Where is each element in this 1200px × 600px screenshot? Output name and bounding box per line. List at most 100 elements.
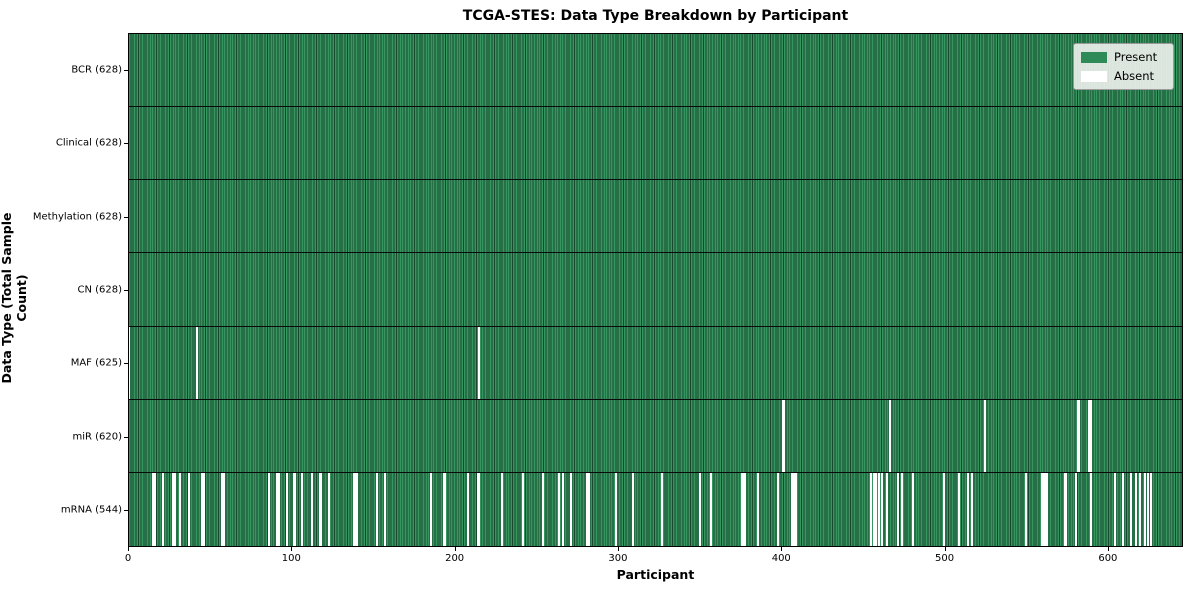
absent-stripe <box>429 472 432 546</box>
absent-stripe <box>268 472 271 546</box>
absent-stripe <box>781 399 784 472</box>
absent-stripe <box>501 472 504 546</box>
absent-stripe <box>912 472 915 546</box>
y-tick-label: mRNA (544) <box>60 504 122 516</box>
absent-stripe <box>1076 399 1079 472</box>
absent-stripe <box>1065 472 1068 546</box>
present-swatch-icon <box>1081 51 1107 63</box>
heatmap-row-mrna <box>129 472 1182 546</box>
absent-swatch-icon <box>1081 70 1107 82</box>
absent-stripe <box>558 472 561 546</box>
y-tick-label: BCR (628) <box>71 64 122 76</box>
absent-stripe <box>129 326 130 399</box>
absent-stripe <box>943 472 945 546</box>
absent-stripe <box>1040 472 1043 546</box>
absent-stripe <box>983 399 986 472</box>
absent-stripe <box>478 326 481 399</box>
absent-stripe <box>783 399 786 472</box>
absent-stripe <box>478 472 481 546</box>
absent-stripe <box>869 472 872 546</box>
absent-stripe <box>970 472 973 546</box>
absent-stripe <box>202 472 205 546</box>
absent-stripe <box>1045 472 1048 546</box>
absent-stripe <box>277 472 280 546</box>
absent-stripe <box>1063 472 1066 546</box>
absent-stripe <box>793 472 796 546</box>
heatmap-row-methylation <box>129 180 1182 254</box>
chart-title: TCGA-STES: Data Type Breakdown by Partic… <box>462 8 849 24</box>
y-tick-label: miR (620) <box>72 431 122 443</box>
legend-label-present: Present <box>1114 50 1158 64</box>
absent-stripe <box>1146 472 1149 546</box>
absent-stripe <box>222 472 225 546</box>
heatmap-row-clinical <box>129 107 1182 181</box>
absent-stripe <box>1135 472 1138 546</box>
absent-stripe <box>196 326 199 399</box>
legend-entry-absent: Absent <box>1081 69 1165 83</box>
x-tick-label: 300 <box>608 553 628 564</box>
absent-stripe <box>294 472 297 546</box>
absent-stripe <box>709 472 712 546</box>
x-tick-mark <box>128 547 129 551</box>
absent-stripe <box>744 472 747 546</box>
absent-stripe <box>967 472 970 546</box>
absent-stripe <box>276 472 279 546</box>
absent-stripe <box>467 472 470 546</box>
legend: Present Absent <box>1073 43 1174 90</box>
absent-stripe <box>742 472 745 546</box>
x-tick-label: 500 <box>935 553 955 564</box>
heatmap-row-bcr <box>129 34 1182 108</box>
y-tick-label: MAF (625) <box>70 357 122 369</box>
absent-stripe <box>375 472 378 546</box>
absent-stripe <box>178 472 181 546</box>
absent-stripe <box>173 472 176 546</box>
absent-stripe <box>542 472 545 546</box>
absent-stripe <box>791 472 794 546</box>
absent-stripe <box>1024 472 1027 546</box>
absent-stripe <box>383 472 386 546</box>
absent-stripe <box>354 472 357 546</box>
absent-stripe <box>188 472 191 546</box>
absent-stripe <box>776 472 779 546</box>
absent-stripe <box>318 472 321 546</box>
absent-stripe <box>889 399 892 472</box>
absent-stripe <box>897 472 900 546</box>
absent-stripe <box>872 472 875 546</box>
absent-stripe <box>1089 472 1092 546</box>
y-tick-mark <box>124 69 128 71</box>
absent-stripe <box>154 472 157 546</box>
absent-stripe <box>152 472 155 546</box>
y-tick-mark <box>124 436 128 438</box>
absent-stripe <box>1150 472 1153 546</box>
absent-stripe <box>1138 472 1141 546</box>
absent-stripe <box>1078 399 1081 472</box>
x-axis-label: Participant <box>616 567 695 582</box>
x-tick-label: 600 <box>1098 553 1118 564</box>
absent-stripe <box>877 472 880 546</box>
absent-stripe <box>757 472 760 546</box>
absent-stripe <box>586 472 589 546</box>
absent-stripe <box>162 472 165 546</box>
absent-stripe <box>172 472 174 546</box>
absent-stripe <box>881 472 884 546</box>
absent-stripe <box>1089 399 1092 472</box>
absent-stripe <box>328 472 331 546</box>
heatmap-row-mir <box>129 399 1182 473</box>
absent-stripe <box>587 472 590 546</box>
legend-label-absent: Absent <box>1114 69 1155 83</box>
absent-stripe <box>1088 399 1091 472</box>
absent-stripe <box>292 472 295 546</box>
absent-stripe <box>698 472 701 546</box>
y-tick-mark <box>124 290 128 291</box>
absent-stripe <box>286 472 289 546</box>
y-tick-mark <box>124 363 128 365</box>
absent-stripe <box>631 472 634 546</box>
y-tick-label: Methylation (628) <box>32 211 122 223</box>
x-tick-mark <box>1107 547 1109 551</box>
x-tick-mark <box>454 547 456 551</box>
x-tick-label: 400 <box>771 553 791 564</box>
heatmap-row-cn <box>129 253 1182 327</box>
y-tick-mark <box>124 510 128 512</box>
x-tick-label: 100 <box>281 553 301 564</box>
x-tick-mark <box>291 547 293 551</box>
